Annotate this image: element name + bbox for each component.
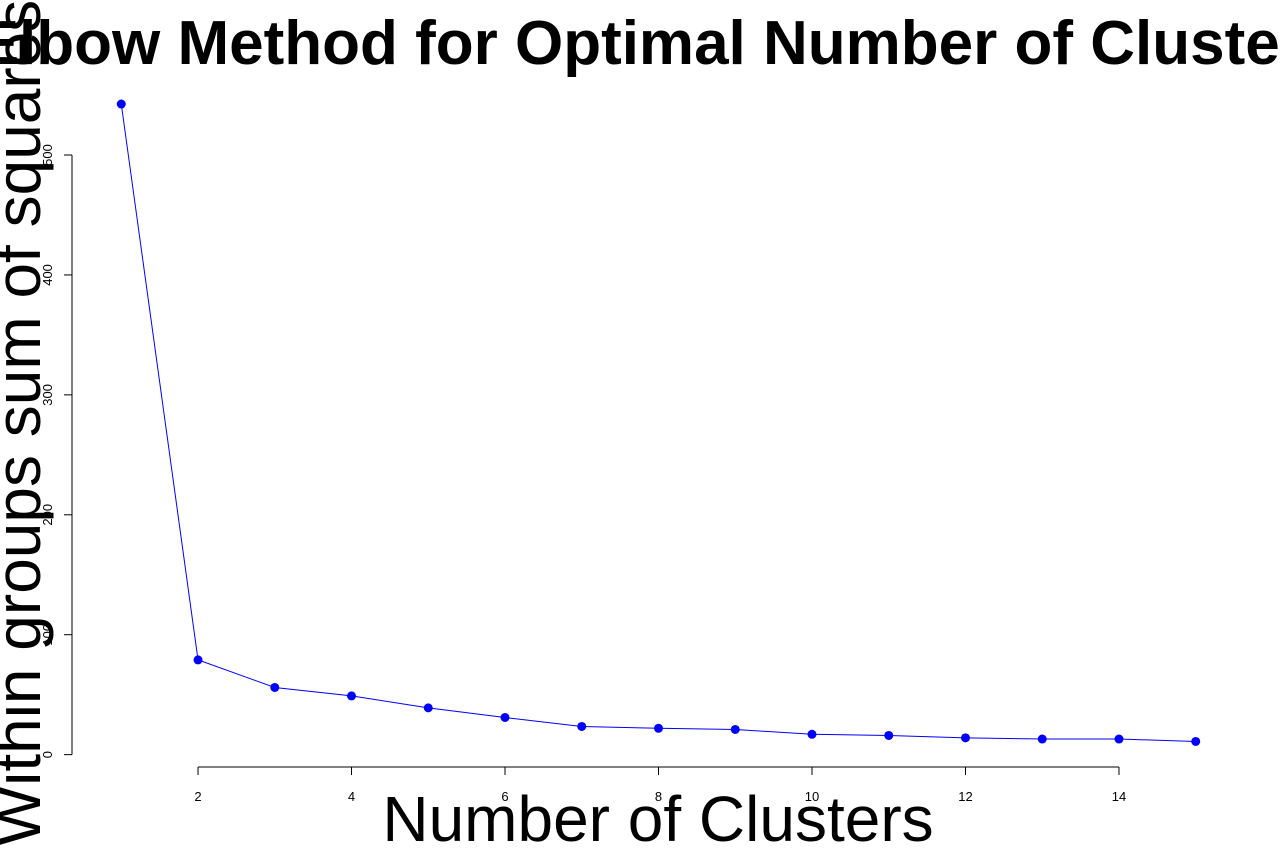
data-point xyxy=(193,655,203,665)
data-point xyxy=(577,721,587,731)
data-point xyxy=(270,682,280,692)
data-point xyxy=(730,724,740,734)
x-tick-label: 4 xyxy=(348,789,355,804)
data-point xyxy=(423,703,433,713)
data-point xyxy=(1114,734,1124,744)
data-point xyxy=(1037,734,1047,744)
x-tick-label: 14 xyxy=(1112,789,1126,804)
series-line xyxy=(120,103,1196,742)
x-tick-label: 10 xyxy=(805,789,819,804)
data-point xyxy=(807,729,817,739)
y-tick-label: 100 xyxy=(40,624,55,646)
x-tick-label: 2 xyxy=(194,789,201,804)
x-tick-label: 8 xyxy=(655,789,662,804)
data-point xyxy=(1191,736,1201,746)
y-tick-label: 0 xyxy=(40,751,55,758)
y-tick-label: 400 xyxy=(40,264,55,286)
data-point xyxy=(347,691,357,701)
y-tick-label: 200 xyxy=(40,504,55,526)
data-point xyxy=(884,730,894,740)
y-axis-label: Within groups sum of squares xyxy=(0,0,54,846)
data-point xyxy=(654,723,663,733)
x-axis-label: Number of Clusters xyxy=(382,783,933,855)
y-tick-label: 500 xyxy=(40,144,55,166)
data-point xyxy=(960,733,970,743)
x-tick-label: 12 xyxy=(958,789,972,804)
data-point xyxy=(116,99,126,109)
data-point xyxy=(500,712,510,722)
y-tick-label: 300 xyxy=(40,384,55,406)
chart-title: Elbow Method for Optimal Number of Clust… xyxy=(0,9,1280,78)
x-tick-label: 6 xyxy=(501,789,508,804)
